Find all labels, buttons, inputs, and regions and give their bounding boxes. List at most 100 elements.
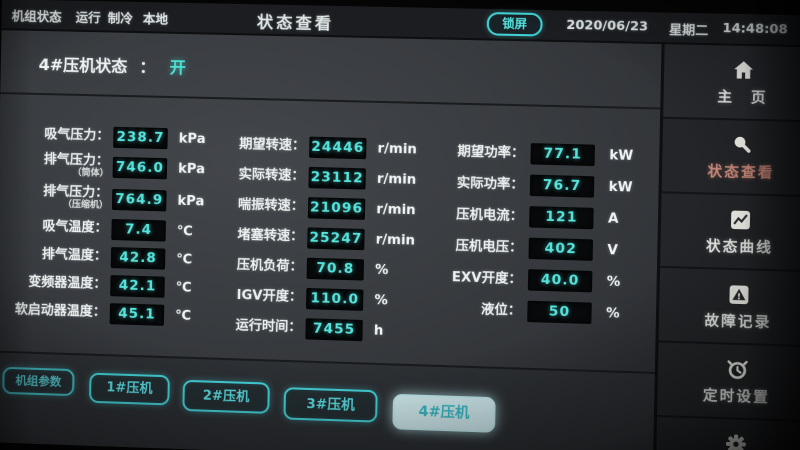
sidebar-item-label: 主 页 — [717, 88, 768, 107]
curve-chart-icon — [727, 207, 753, 232]
param-label: 排气温度： — [41, 247, 108, 265]
gear-icon — [723, 431, 749, 450]
time-label: 14:48:08 — [722, 19, 788, 37]
status-colon: ： — [139, 57, 156, 77]
unit-label: kW — [609, 148, 634, 164]
parameter-grid: 吸气压力： 238.7 kPa 排气压力： （筒体） 746.0 kPa 排气压力… — [0, 94, 660, 373]
mode-local: 本地 — [142, 11, 169, 27]
sidebar-item-param-settings[interactable]: 参数设置 — [655, 416, 800, 450]
mode-running: 运行 — [75, 9, 101, 26]
alarm-clock-icon — [724, 356, 750, 381]
param-label: 运行时间： — [235, 318, 302, 336]
compressor-status-label: 4#压机状态 — [38, 54, 128, 76]
param-label: 排气压力： （压缩机） — [0, 184, 108, 211]
compressor-status-value: 开 — [169, 57, 186, 78]
unit-label: r/min — [377, 140, 418, 157]
unit-label: % — [374, 292, 388, 309]
unit-label: h — [373, 322, 384, 339]
tab-compressor-3[interactable]: 3#压机 — [283, 387, 378, 423]
param-label: 实际转速： — [238, 167, 305, 185]
search-icon — [729, 132, 755, 157]
param-row-soft-starter-temp: 软启动器温度： 45.1 ℃ — [0, 296, 202, 330]
value-display: 121 — [529, 206, 594, 230]
unit-label: ℃ — [175, 279, 192, 296]
unit-label: % — [606, 274, 621, 291]
sidebar-item-label: 定时设置 — [702, 387, 771, 406]
unit-label: r/min — [376, 171, 417, 188]
param-label: 变频器温度： — [28, 274, 107, 293]
param-label: 压机电压： — [455, 238, 523, 256]
value-display: 23112 — [308, 166, 366, 190]
unit-label: kPa — [177, 193, 205, 209]
value-display: 42.8 — [110, 246, 166, 270]
page-title: 状态查看 — [256, 12, 335, 34]
unit-label: % — [374, 262, 389, 278]
value-display: 40.0 — [527, 269, 593, 293]
value-display: 110.0 — [305, 287, 364, 311]
sidebar-item-status-view[interactable]: 状态查看 — [661, 118, 800, 198]
value-display: 238.7 — [113, 126, 168, 149]
value-display: 764.9 — [111, 188, 167, 211]
unit-status-label: 机组状态 — [11, 8, 62, 25]
weekday-label: 星期二 — [668, 21, 709, 38]
param-label: 期望转速： — [239, 137, 306, 154]
unit-label: % — [605, 306, 620, 322]
param-label: 压机负荷： — [236, 257, 303, 275]
value-display: 24446 — [309, 136, 367, 159]
tab-compressor-1[interactable]: 1#压机 — [88, 372, 170, 406]
param-label: 喘振转速： — [237, 197, 305, 215]
param-label: 期望功率： — [457, 143, 525, 161]
value-display: 76.7 — [529, 174, 595, 198]
sidebar-item-timer-settings[interactable]: 定时设置 — [657, 342, 800, 423]
tab-unit-params[interactable]: 机组参数 — [2, 366, 75, 397]
main-panel: 4#压机状态 ： 开 吸气压力： 238.7 kPa 排气压力： （筒体） 746.0… — [0, 30, 662, 450]
unit-label: kPa — [178, 130, 206, 147]
value-display: 21096 — [307, 196, 366, 220]
param-row-actual-speed: 实际转速： 23112 r/min — [231, 160, 416, 195]
value-display: 25247 — [307, 226, 365, 250]
unit-label: kW — [608, 179, 633, 196]
param-label: 堵塞转速： — [237, 227, 304, 245]
param-label: 吸气温度： — [42, 219, 108, 237]
unit-label: ℃ — [176, 223, 193, 239]
sidebar-item-home[interactable]: 主 页 — [663, 44, 800, 123]
date-label: 2020/06/23 — [566, 16, 649, 34]
param-label: IGV开度： — [236, 288, 303, 306]
sidebar-item-label: 状态曲线 — [705, 237, 774, 257]
sidebar-item-status-curve[interactable]: 状态曲线 — [660, 193, 800, 273]
param-sublabel: （筒体） — [72, 167, 109, 179]
value-display: 50 — [527, 300, 592, 324]
value-display: 7.4 — [111, 218, 166, 242]
lock-screen-button[interactable]: 锁屏 — [486, 11, 543, 37]
value-display: 77.1 — [530, 143, 595, 167]
unit-label: r/min — [376, 201, 416, 218]
unit-label: kPa — [177, 161, 206, 177]
param-row-discharge-pressure-shell: 排气压力： （筒体） 746.0 kPa — [0, 148, 205, 185]
pressure-temp-column: 吸气压力： 238.7 kPa 排气压力： （筒体） 746.0 kPa 排气压力… — [0, 94, 206, 330]
param-label: 实际功率： — [456, 175, 524, 193]
sidebar-item-label: 状态查看 — [707, 163, 775, 182]
unit-label: A — [607, 211, 619, 227]
value-display: 45.1 — [109, 302, 165, 326]
param-sublabel: （压缩机） — [62, 199, 109, 211]
param-row-liquid-level: 液位： 50 % — [428, 293, 630, 331]
mode-cooling: 制冷 — [107, 10, 133, 26]
param-label: 压机电流： — [456, 206, 524, 224]
param-label: EXV开度： — [451, 269, 523, 287]
fault-warning-icon — [726, 282, 752, 307]
tab-compressor-4[interactable]: 4#压机 — [392, 393, 496, 433]
unit-label: ℃ — [175, 307, 192, 324]
power-electric-column: 期望功率： 77.1 kW 实际功率： 76.7 kW 压机电流： 121 A … — [428, 104, 634, 330]
value-display: 7455 — [305, 317, 363, 341]
param-label: 吸气压力： — [44, 127, 110, 144]
sidebar-item-fault-log[interactable]: 故障记录 — [658, 267, 800, 348]
home-icon — [730, 57, 756, 82]
param-row-run-hours: 运行时间： 7455 h — [228, 311, 413, 347]
unit-label: r/min — [375, 231, 416, 249]
tab-compressor-2[interactable]: 2#压机 — [182, 379, 270, 414]
param-row-desired-speed: 期望转速： 24446 r/min — [232, 130, 417, 165]
value-display: 42.1 — [110, 274, 165, 298]
value-display: 402 — [528, 237, 594, 261]
